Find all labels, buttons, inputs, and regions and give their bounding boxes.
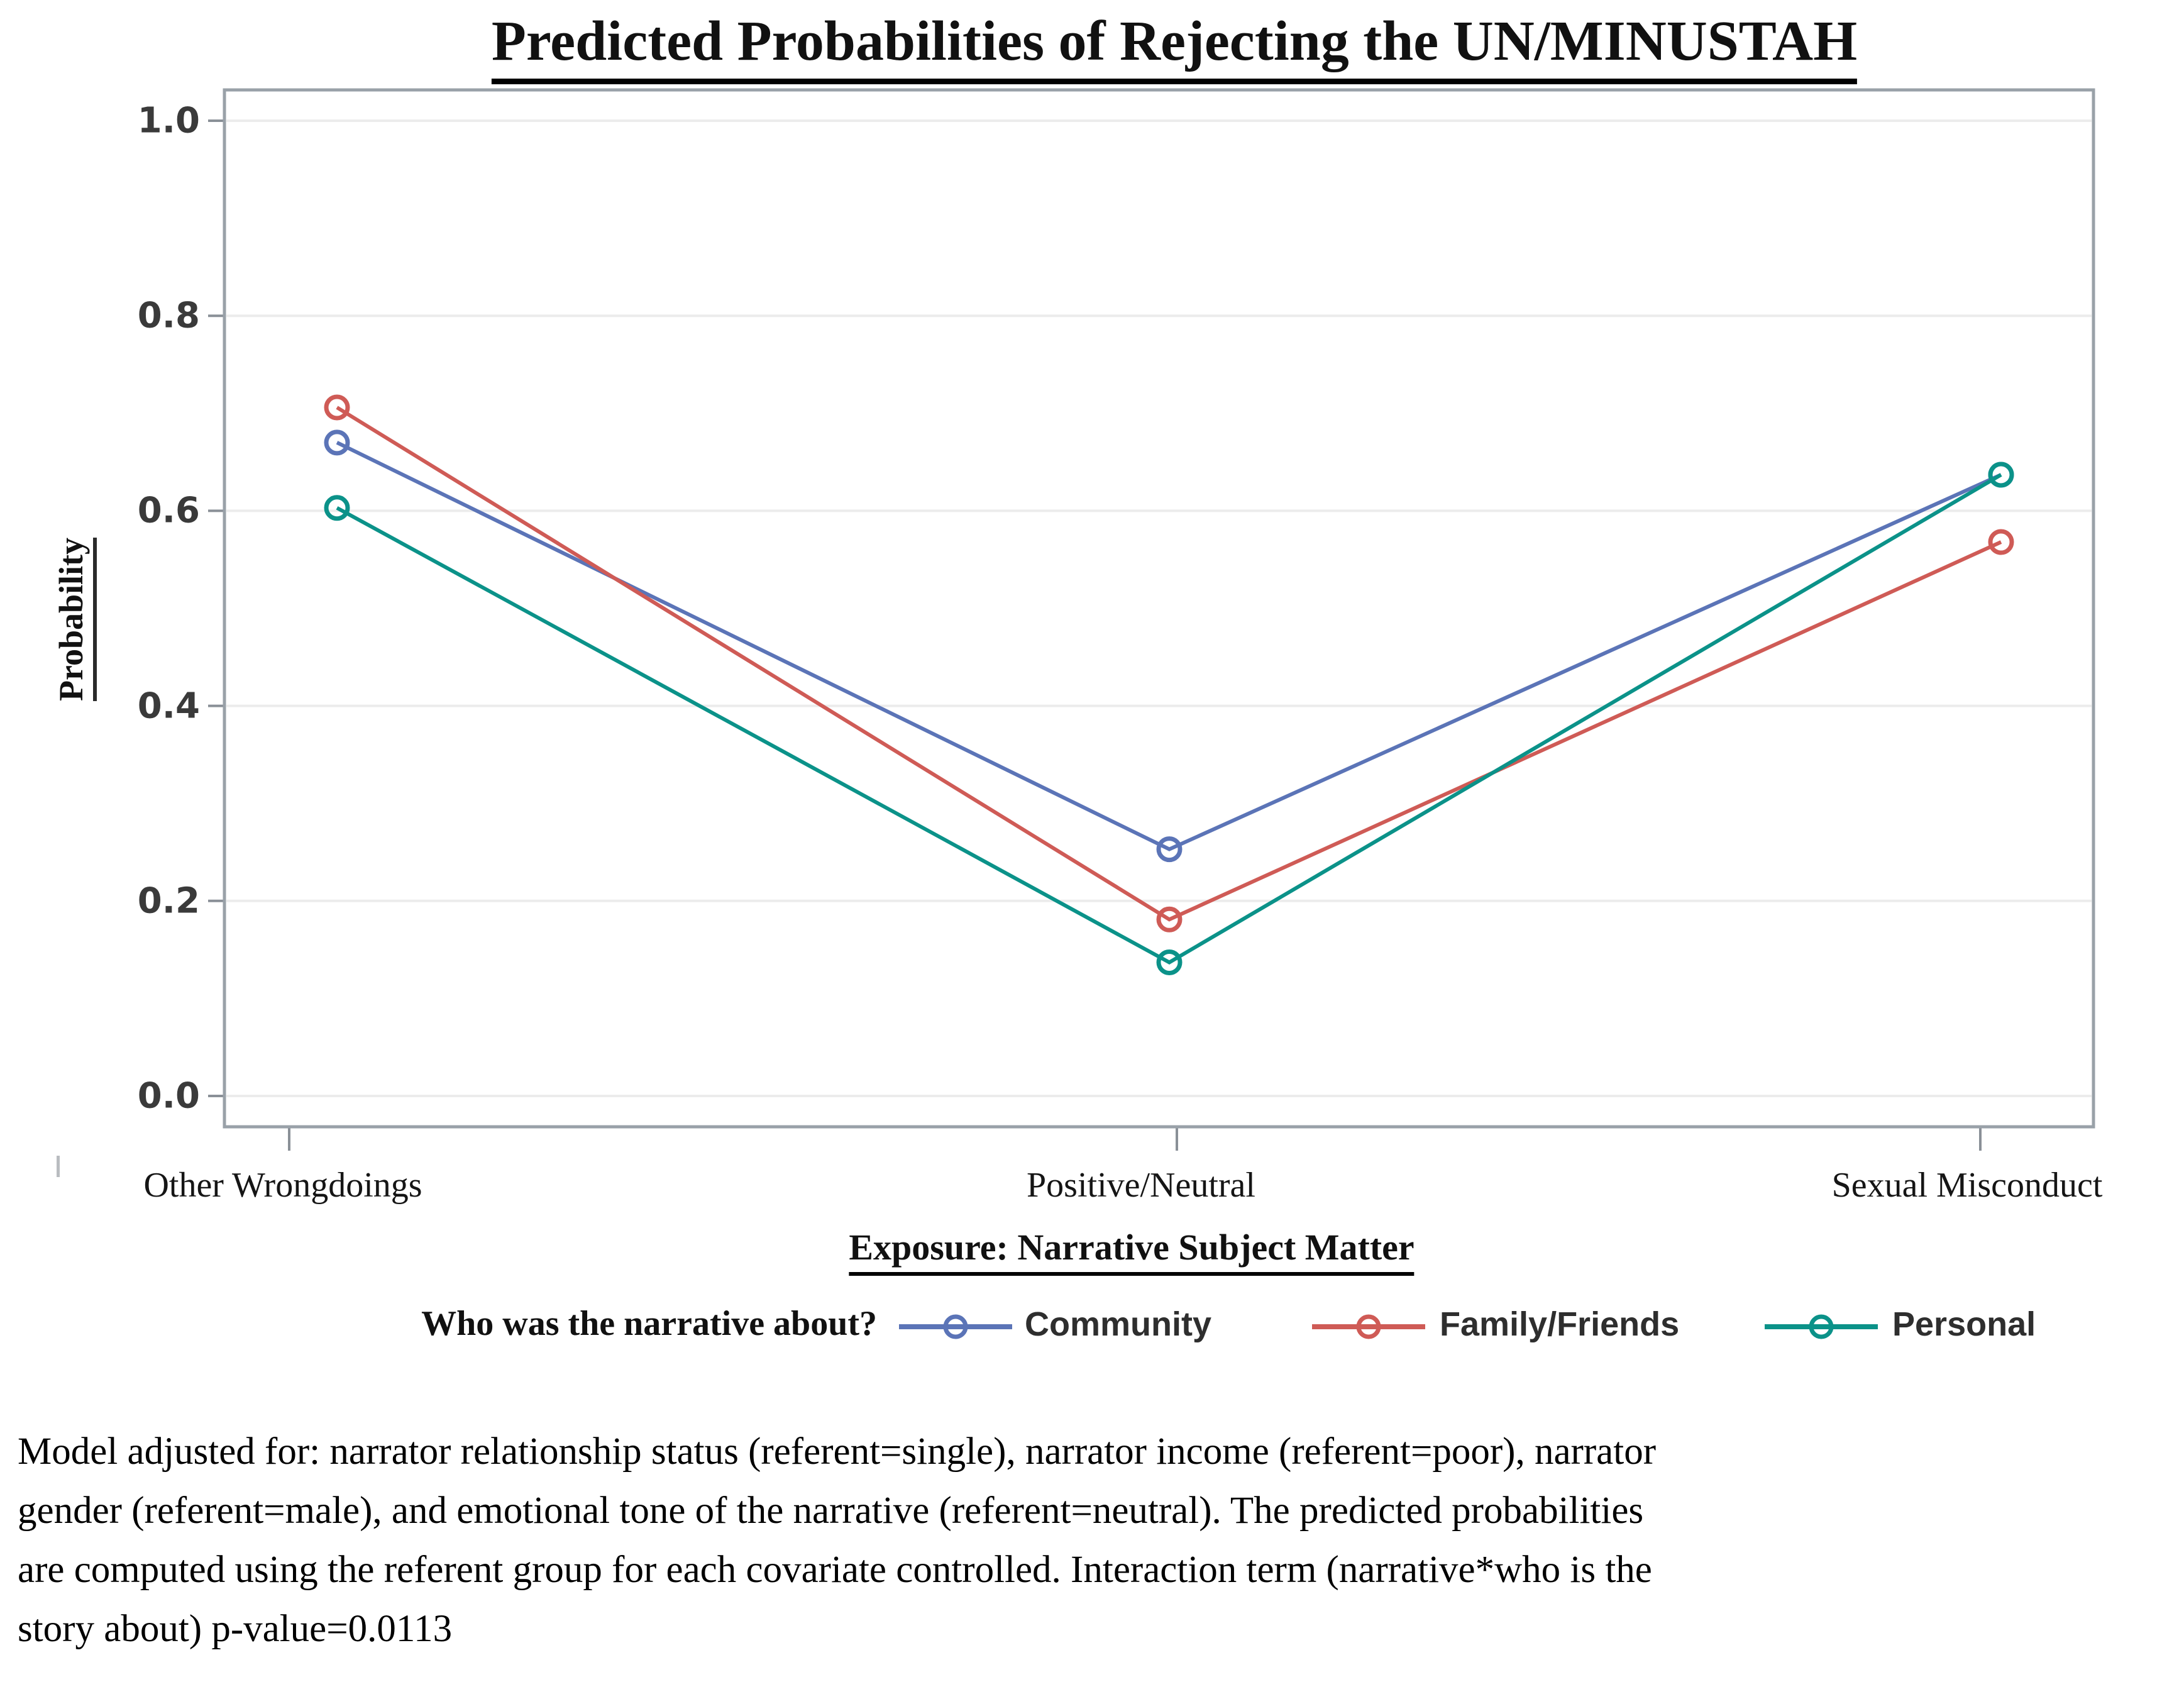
- legend-item-label: Family/Friends: [1440, 1305, 1680, 1343]
- y-tick-label: 1.0: [137, 100, 200, 141]
- y-tick-label: 0.0: [137, 1075, 200, 1117]
- data-point-marker: [324, 394, 350, 421]
- data-point-marker: [1988, 462, 2014, 488]
- data-point-marker: [1988, 529, 2014, 555]
- footnote-line: are computed using the referent group fo…: [18, 1549, 1652, 1591]
- data-point-marker: [1156, 906, 1183, 932]
- chart-title: Predicted Probabilities of Rejecting the…: [491, 9, 1858, 84]
- y-tick-label: 0.2: [137, 880, 200, 922]
- category-label: Other Wrongdoings: [143, 1166, 422, 1205]
- plot-frame: [223, 88, 2095, 1129]
- footnote-line: Model adjusted for: narrator relationshi…: [18, 1430, 1657, 1473]
- legend-prompt: Who was the narrative about?: [421, 1304, 877, 1343]
- data-point-marker: [324, 429, 350, 456]
- footnote-text: Model adjusted for: narrator relationshi…: [18, 1422, 1656, 1659]
- y-axis-title: Probability: [52, 537, 97, 702]
- series-line-family-friends: [336, 406, 2002, 922]
- series-line-personal: [336, 473, 2002, 965]
- category-label: Sexual Misconduct: [1831, 1166, 2103, 1205]
- footnote-line: gender (referent=male), and emotional to…: [18, 1490, 1644, 1532]
- category-label: Positive/Neutral: [1027, 1166, 1255, 1205]
- data-point-marker: [1156, 836, 1183, 863]
- legend-item-label: Community: [1025, 1305, 1211, 1343]
- y-tick-label: 0.6: [137, 490, 200, 531]
- legend-item-label: Personal: [1892, 1305, 2036, 1343]
- legend-swatch-circle: [1356, 1314, 1381, 1339]
- x-axis-title: Exposure: Narrative Subject Matter: [849, 1226, 1415, 1276]
- legend-swatch-circle: [1809, 1314, 1834, 1339]
- data-point-marker: [324, 495, 350, 521]
- data-point-marker: [1156, 949, 1183, 976]
- footnote-line: story about) p-value=0.0113: [18, 1608, 453, 1650]
- y-tick-label: 0.8: [137, 295, 200, 336]
- legend-swatch-circle: [943, 1314, 968, 1339]
- y-tick-label: 0.4: [137, 685, 200, 727]
- stray-artifact-mark: [57, 1156, 60, 1177]
